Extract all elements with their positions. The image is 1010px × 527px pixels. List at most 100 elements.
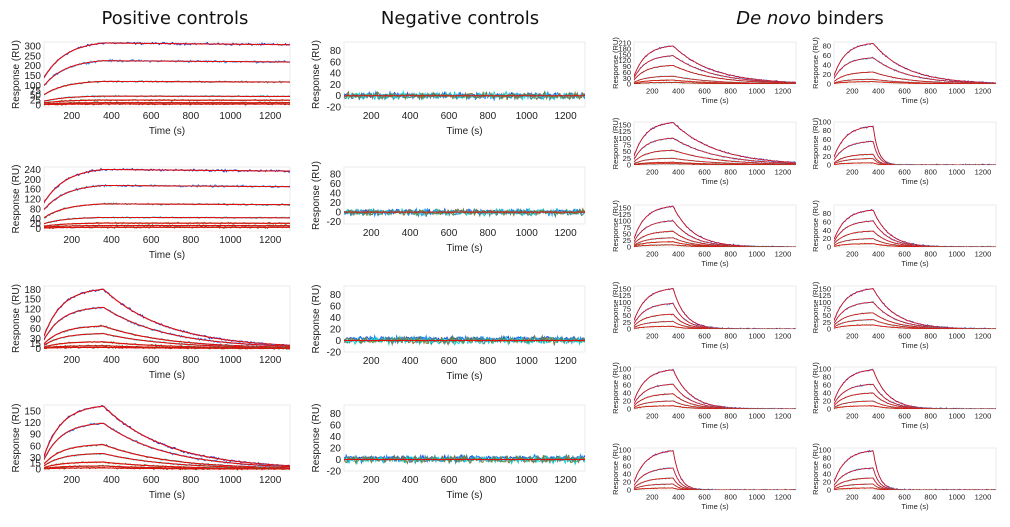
fit-line bbox=[634, 82, 796, 84]
x-axis-label: Time (s) bbox=[701, 177, 729, 186]
y-tick-label: 75 bbox=[623, 304, 631, 313]
y-tick-label: 0 bbox=[827, 243, 831, 252]
x-tick-label: 200 bbox=[363, 111, 380, 122]
y-tick-label: 40 bbox=[823, 61, 831, 70]
y-tick-label: 60 bbox=[823, 135, 831, 144]
y-tick-label: 50 bbox=[623, 147, 631, 156]
x-tick-label: 1200 bbox=[975, 493, 992, 502]
x-tick-label: 1200 bbox=[554, 356, 577, 367]
x-tick-label: 200 bbox=[846, 168, 859, 177]
y-tick-label: 0 bbox=[827, 325, 831, 334]
y-axis-label: Response (RU) bbox=[611, 443, 620, 495]
x-tick-label: 400 bbox=[672, 168, 685, 177]
y-tick-label: 60 bbox=[30, 324, 42, 335]
y-tick-label: 150 bbox=[24, 406, 41, 417]
y-tick-label: 80 bbox=[330, 170, 342, 181]
x-tick-label: 800 bbox=[724, 412, 737, 421]
x-tick-label: 800 bbox=[479, 228, 496, 239]
y-tick-label: 0 bbox=[827, 486, 831, 495]
y-tick-label: 80 bbox=[30, 204, 42, 215]
x-axis-label: Time (s) bbox=[901, 421, 929, 430]
y-tick-label: 20 bbox=[823, 152, 831, 161]
plot-area bbox=[633, 121, 797, 166]
x-tick-label: 200 bbox=[363, 356, 380, 367]
x-tick-label: 800 bbox=[724, 168, 737, 177]
fit-line bbox=[834, 243, 996, 247]
y-tick-label: 100 bbox=[618, 134, 631, 143]
x-tick-label: 400 bbox=[672, 412, 685, 421]
y-tick-label: 80 bbox=[330, 409, 342, 420]
x-tick-label: 1000 bbox=[748, 87, 765, 96]
y-tick-label: 25 bbox=[823, 318, 831, 327]
x-axis-label: Time (s) bbox=[149, 490, 185, 501]
x-tick-label: 1000 bbox=[948, 87, 965, 96]
x-tick-label: 1000 bbox=[948, 332, 965, 341]
x-tick-label: 200 bbox=[846, 87, 859, 96]
x-tick-label: 600 bbox=[441, 228, 458, 239]
y-tick-label: 125 bbox=[618, 210, 631, 219]
fit-line bbox=[834, 405, 996, 409]
x-tick-label: 800 bbox=[182, 111, 199, 122]
y-axis-label: Response (RU) bbox=[311, 161, 322, 230]
x-tick-label: 400 bbox=[872, 250, 885, 259]
y-tick-label: 200 bbox=[24, 61, 41, 72]
sensorgram-dn1: 200 400 600 800 1000 1200 0 30 60 90 120 150 180 210 T… bbox=[611, 37, 798, 107]
x-tick-label: 1200 bbox=[975, 168, 992, 177]
fit-line bbox=[44, 95, 290, 102]
x-tick-label: 200 bbox=[646, 168, 659, 177]
x-tick-label: 600 bbox=[143, 355, 160, 366]
fit-line bbox=[834, 450, 996, 490]
y-tick-label: 100 bbox=[818, 118, 831, 127]
x-tick-label: 600 bbox=[698, 412, 711, 421]
y-tick-label: 30 bbox=[30, 453, 42, 464]
y-axis-label: Response (RU) bbox=[811, 281, 820, 333]
x-tick-label: 1000 bbox=[748, 168, 765, 177]
sensorgram-pos2: 200 400 600 800 1000 1200 0 20 40 80 120 160 200 240 T… bbox=[11, 165, 292, 261]
x-tick-label: 200 bbox=[63, 475, 80, 486]
plot-area bbox=[833, 41, 997, 85]
y-tick-label: 100 bbox=[24, 81, 41, 92]
y-tick-label: 100 bbox=[618, 446, 631, 455]
fit-line bbox=[634, 163, 796, 165]
x-tick-label: 600 bbox=[143, 111, 160, 122]
y-tick-label: 80 bbox=[823, 209, 831, 218]
y-tick-label: 40 bbox=[330, 432, 342, 443]
x-tick-label: 400 bbox=[672, 493, 685, 502]
y-tick-label: 0 bbox=[335, 336, 341, 347]
plot-area bbox=[833, 366, 997, 410]
y-tick-label: 40 bbox=[330, 189, 342, 200]
y-tick-label: 50 bbox=[623, 230, 631, 239]
y-tick-label: 25 bbox=[30, 96, 42, 107]
y-axis-label: Response (RU) bbox=[11, 40, 22, 109]
x-tick-label: 1200 bbox=[554, 228, 577, 239]
y-tick-label: 0 bbox=[827, 161, 831, 170]
y-tick-label: 0 bbox=[335, 208, 341, 219]
y-tick-label: -20 bbox=[327, 467, 342, 478]
y-tick-label: 90 bbox=[30, 430, 42, 441]
fit-line bbox=[44, 306, 290, 347]
y-axis-label: Response (RU) bbox=[11, 165, 22, 234]
x-tick-label: 1200 bbox=[775, 250, 792, 259]
x-tick-label: 1200 bbox=[775, 493, 792, 502]
x-tick-label: 1000 bbox=[748, 332, 765, 341]
plot-area bbox=[633, 204, 797, 248]
y-tick-label: 125 bbox=[818, 291, 831, 300]
fit-line bbox=[634, 64, 796, 84]
y-tick-label: 60 bbox=[330, 179, 342, 190]
x-tick-label: 600 bbox=[698, 87, 711, 96]
y-axis-label: Response (RU) bbox=[611, 281, 620, 333]
x-axis-label: Time (s) bbox=[701, 259, 729, 268]
y-tick-label: 75 bbox=[623, 223, 631, 232]
fit-line bbox=[44, 225, 290, 228]
x-axis-label: Time (s) bbox=[701, 421, 729, 430]
plot-area bbox=[833, 121, 997, 166]
y-tick-label: 60 bbox=[30, 441, 42, 452]
x-tick-label: 600 bbox=[441, 356, 458, 367]
x-tick-label: 800 bbox=[479, 111, 496, 122]
y-tick-label: 75 bbox=[623, 140, 631, 149]
x-tick-label: 800 bbox=[924, 250, 937, 259]
y-tick-label: 0 bbox=[35, 344, 41, 355]
